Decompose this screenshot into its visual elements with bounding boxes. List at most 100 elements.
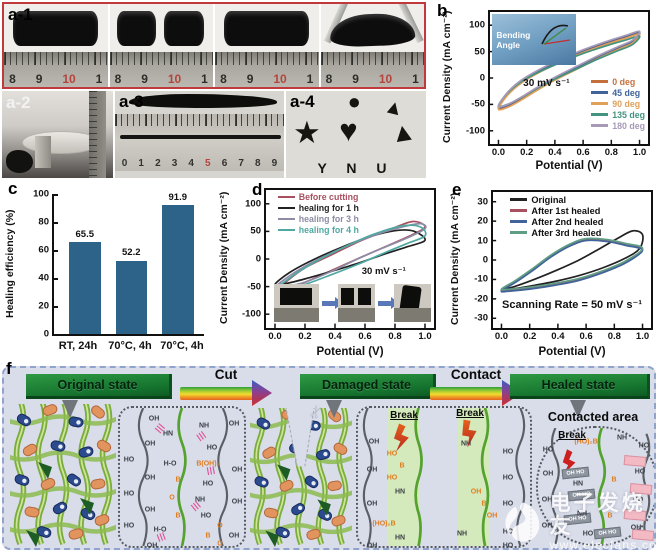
ruler-number: 5 [205,158,211,170]
ruler-number: 3 [171,158,178,170]
panel-f-mechanism: Original state Cut Damaged state Contact… [2,366,656,550]
legend-item: 90 deg [591,99,645,109]
efficiency-bar [69,242,101,334]
ruler-number: 1 [138,158,144,170]
ruler-number: 7 [238,158,244,170]
triangle-shape: ▲ [387,114,418,149]
ruler-number: 9 [246,72,254,86]
legend-item: Original [510,195,603,205]
molecule-label: B [175,476,181,484]
ruler-number: 9 [141,72,148,86]
y-tick-label: 80 [38,216,49,228]
y-tick-label: 30 [477,196,488,208]
legend-swatch [277,195,295,199]
molecular-zoom-broken: Break Break OH HO NH HO B OH HO HN HO OH B OH HO OH (H… [356,406,532,548]
cv-curve [275,225,426,291]
legend-label: 0 deg [612,76,636,87]
y-tick-label: 20 [38,300,49,312]
panel-label-e: e [452,180,462,199]
molecule-label: HO [386,474,398,482]
ruler-number: 8 [9,72,16,86]
molecule-label: OH [366,466,378,474]
cv-curve [501,240,642,292]
panel-a4: a-4 ● ▲ ★ ♥ ▲ Y N U [286,91,426,178]
molecule-label: HN [162,430,174,438]
molecule-label: OH [630,524,642,532]
photo-whole [274,283,320,323]
ynu-letters: Y N U [317,160,395,176]
molecule-label: OH [146,542,158,550]
black-strip-piece [116,11,157,47]
legend-swatch [510,198,528,201]
y-tick-label: -20 [474,293,488,305]
molecule-label: B(OH)₂ [196,460,220,468]
y-axis-label: Current Density (mA cm⁻²) [441,10,453,144]
ruler-ticks [215,52,319,65]
legend-item: After 1st healed [510,206,603,216]
panel-label-d: d [252,180,263,199]
ruler-number: 6 [221,158,228,170]
y-tick-mark [54,278,58,280]
arrow-body [430,386,503,400]
inset-caption: Bending Angle [496,30,531,51]
cv-plot-repeated-healing: Original After 1st healed After 2nd healed… [474,190,653,342]
molecule-label: HO [502,448,514,456]
bar-value-label: 91.9 [168,191,188,203]
legend: Before cutting healing for 1 h healing for… [277,192,359,235]
y-tick-label: 100 [33,188,49,200]
legend-label: After 2nd healed [531,216,604,227]
molecule-label: HO [123,456,135,464]
damaged-state-banner: Damaged state [300,374,436,399]
molecule-label: OH [368,438,380,446]
ruler-number: 8 [255,158,261,170]
ruler-number: 8 [114,72,122,86]
break-label: Break [390,410,418,421]
x-tick-label: 0.8 [388,331,402,342]
cv-curves [490,12,648,144]
x-tick-label: 0.4 [328,331,342,342]
efficiency-bar [115,260,147,334]
y-tick-mark [54,222,58,224]
legend-item: After 2nd healed [510,217,603,227]
x-tick-label: 0.2 [520,147,534,158]
y-tick-label: 100 [469,19,485,31]
y-tick-label: 100 [245,198,261,210]
panel-e: e Current Density (mA cm⁻²) Original Afte… [445,180,660,363]
star-shape: ★ [293,115,321,151]
molecule-label: NH [456,530,468,538]
molecule-label: OH [542,470,554,478]
molecule-label: (HO)₂B [574,438,598,446]
molecule-label: OH [486,512,498,520]
ruler-number: 0 [121,158,128,170]
a1-photo-row: 8 9 10 1 8 9 10 1 8 9 10 1 8 9 10 1 [4,4,424,87]
stretched-strip [120,135,281,140]
molecule-label: HO [502,500,514,508]
legend-item: healing for 3 h [277,214,359,224]
molecule-label: HO [202,480,214,488]
photo-healed [393,283,431,323]
y-tick-label: -100 [241,308,261,320]
molecule-label: HN [394,534,406,542]
molecule-label: O [169,494,175,502]
legend-swatch [591,91,609,94]
molecule-label: HN [394,488,406,496]
watermark-brand: 电子发烧友 [549,492,646,539]
molecule-label: OH [231,466,243,474]
panel-label-a3: a-3 [119,92,144,111]
legend-item: healing for 4 h [277,225,359,235]
legend-label: 45 deg [612,87,641,98]
molecule-label: OH [541,522,553,530]
molecule-label: H-O [163,460,177,468]
pointer-triangle [570,400,586,418]
watermark-site: www.elecfans.com [549,538,660,552]
watermark: 电子发烧友 www.elecfans.com [500,492,660,552]
contacted-area-label: Contacted area [547,410,639,424]
x-axis-label: Potential (V) [535,160,603,172]
contact-patch-box [623,455,647,467]
table-edge [393,307,431,323]
bar-category-label: 70°C, 4h [108,340,152,352]
ruler: 8 9 10 1 [215,52,319,87]
bar-category-labels: RT, 24h 70°C, 4h 70°C, 4h [52,340,208,352]
y-tick-label: -10 [474,273,488,285]
